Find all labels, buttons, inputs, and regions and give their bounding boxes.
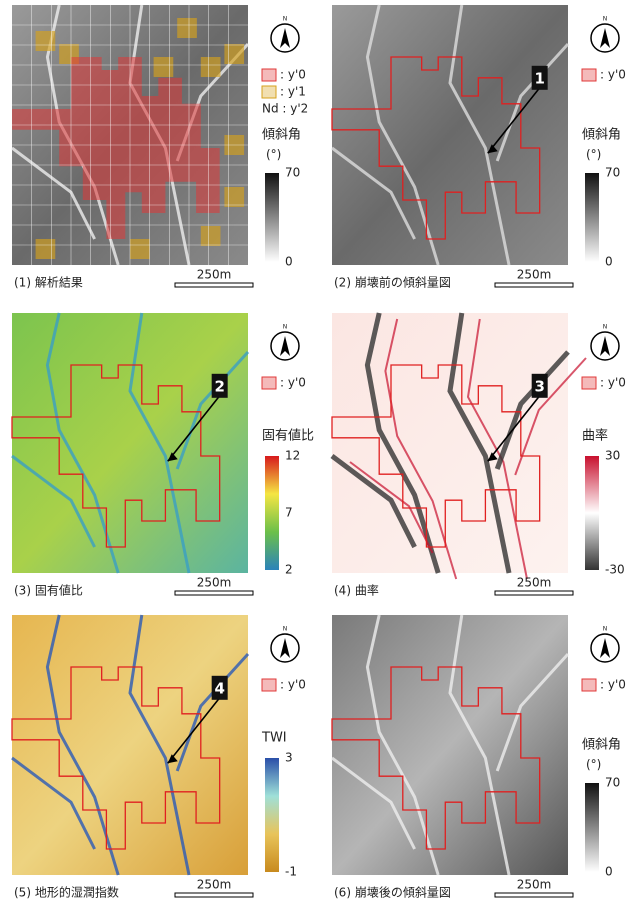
colorbar-unit: (°) (266, 148, 281, 162)
legend-swatch (262, 377, 276, 389)
map-image (332, 313, 568, 573)
marker-label: 1 (534, 69, 544, 87)
north-label: N (283, 324, 288, 331)
north-label: N (603, 324, 608, 331)
legend-label: Nd : y'2 (262, 102, 308, 116)
marker-label: 4 (214, 679, 224, 697)
map-image (332, 5, 568, 265)
legend-label: : y'0 (280, 68, 306, 82)
scale-label: 250m (197, 576, 232, 590)
cell-y1 (201, 226, 221, 246)
colorbar-tick: 70 (605, 776, 620, 790)
cell-y1 (177, 18, 197, 38)
colorbar (585, 783, 599, 872)
north-label: N (603, 16, 608, 23)
legend-swatch (582, 69, 596, 81)
colorbar-tick: 12 (285, 449, 300, 463)
scale-label: 250m (517, 878, 552, 892)
scale-bar (495, 893, 573, 897)
north-label: N (283, 16, 288, 23)
legend-label: : y'0 (600, 68, 626, 82)
scale-bar (175, 591, 253, 595)
figure: N: y'0: y'1Nd : y'2傾斜角(°)700(1) 解析結果250m… (0, 0, 639, 900)
legend-swatch (262, 69, 276, 81)
colorbar (265, 456, 279, 570)
panel: 4 N : y'0 TWI 3 -1 (5) 地形的湿潤指数 250m (12, 615, 306, 900)
north-label: N (283, 626, 288, 633)
colorbar-tick: 70 (605, 166, 620, 180)
legend-label: : y'1 (280, 85, 306, 99)
panel: N : y'0 : y'1 Nd : y'2 傾斜角 (°) 70 0 (1) 解析結果 250m (12, 5, 308, 290)
scale-label: 250m (517, 268, 552, 282)
scale-label: 250m (197, 878, 232, 892)
cell-y1 (154, 57, 174, 77)
scale-bar (175, 893, 253, 897)
colorbar-tick: 0 (285, 255, 293, 269)
colorbar-tick: -1 (285, 865, 297, 879)
legend-label: : y'0 (280, 376, 306, 390)
colorbar-title: 固有値比 (262, 428, 314, 444)
scale-label: 250m (197, 268, 232, 282)
cell-y1 (224, 187, 244, 207)
cell-y1 (36, 31, 56, 51)
marker-label: 3 (534, 377, 544, 395)
caption: (1) 解析結果 (14, 276, 83, 290)
colorbar-unit: (°) (586, 148, 601, 162)
map-image (12, 615, 248, 875)
colorbar (585, 456, 599, 570)
cell-y1 (224, 44, 244, 64)
scale-bar (495, 591, 573, 595)
legend-swatch (582, 377, 596, 389)
colorbar-tick: 2 (285, 563, 293, 577)
north-label: N (603, 626, 608, 633)
colorbar (585, 173, 599, 262)
colorbar (265, 173, 279, 262)
panel: N : y'0 傾斜角 (°) 70 0 (6) 崩壊後の傾斜量図 250m (332, 615, 626, 900)
scale-bar (495, 283, 573, 287)
colorbar-title: 曲率 (582, 428, 608, 444)
scale-bar (175, 283, 253, 287)
marker-label: 2 (214, 377, 224, 395)
panel: 3 N : y'0 曲率 30 -30 (4) 曲率 250m (332, 313, 626, 598)
caption: (4) 曲率 (334, 583, 379, 598)
caption: (6) 崩壊後の傾斜量図 (334, 886, 451, 900)
colorbar-unit: (°) (586, 758, 601, 772)
caption: (3) 固有値比 (14, 583, 83, 598)
colorbar-tick: 0 (605, 255, 613, 269)
colorbar (265, 758, 279, 872)
scale-label: 250m (517, 576, 552, 590)
colorbar-tick: 70 (285, 166, 300, 180)
colorbar-tick: 0 (605, 865, 613, 879)
colorbar-title: 傾斜角 (262, 128, 301, 143)
map-image (332, 615, 568, 875)
cell-y1 (201, 57, 221, 77)
legend-swatch (262, 679, 276, 691)
colorbar-tick: 30 (605, 449, 620, 463)
panel: 2 N : y'0 固有値比 12 7 2 (3) 固有値比 250m (12, 313, 314, 598)
legend-label: : y'0 (600, 678, 626, 692)
caption: (5) 地形的湿潤指数 (14, 885, 119, 900)
panel: 1 N : y'0 傾斜角 (°) 70 0 (2) 崩壊前の傾斜量図 250m (332, 5, 626, 290)
legend-swatch (262, 86, 276, 98)
colorbar-tick: 3 (285, 751, 293, 765)
colorbar-tick: -30 (605, 563, 625, 577)
cell-y1 (36, 239, 56, 259)
colorbar-tick: 7 (285, 506, 293, 520)
legend-label: : y'0 (280, 678, 306, 692)
colorbar-title: TWI (261, 731, 287, 746)
colorbar-title: 傾斜角 (582, 128, 621, 143)
cell-y1 (130, 239, 150, 259)
legend-swatch (582, 679, 596, 691)
map-image (12, 313, 248, 573)
colorbar-title: 傾斜角 (582, 738, 621, 753)
legend-label: : y'0 (600, 376, 626, 390)
caption: (2) 崩壊前の傾斜量図 (334, 275, 451, 290)
